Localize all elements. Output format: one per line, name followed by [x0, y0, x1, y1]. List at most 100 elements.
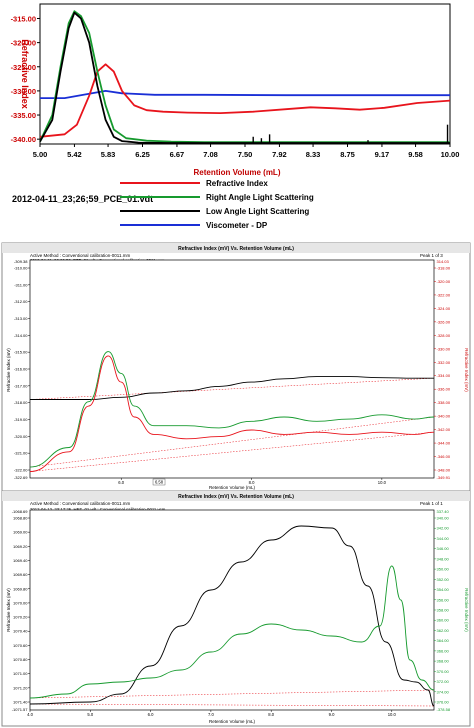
y-tick-label-left: 1070.00: [13, 600, 28, 605]
x-tick-label: 4.0: [27, 712, 33, 717]
panel-header-2: [2, 243, 470, 253]
baseline-hef: [29, 703, 435, 707]
x-tick-label: 8.33: [306, 150, 321, 159]
y-tick-label: -340.00: [11, 135, 36, 144]
x-marker-label: 6.58: [155, 480, 164, 485]
y-tick-label-left: 1069.20: [13, 544, 28, 549]
x-tick-label: 6.0: [118, 480, 124, 485]
y-tick-label-left: 1069.60: [13, 572, 28, 577]
x-axis-label-3: Retention Volume (mL): [209, 719, 256, 724]
y-tick-label-left: 1070.20: [13, 615, 28, 620]
plot-frame-3: [29, 509, 435, 711]
series-line-refractive-index: [39, 63, 451, 138]
x-tick-label: 5.42: [67, 150, 82, 159]
y-tick-label-left: 1069.80: [13, 586, 28, 591]
y-tick-label-left: -311.00: [14, 282, 28, 287]
y-tick-label-right: -340.00: [437, 414, 451, 419]
y-tick-label-right: -336.00: [437, 387, 451, 392]
series-line-dpe: [29, 351, 435, 468]
x-axis-label-1: Retention Volume (mL): [194, 168, 281, 177]
y-tick-label-right: -320.00: [437, 279, 451, 284]
y-tick-label-left: -314.00: [14, 333, 28, 338]
x-marker-box: [152, 478, 166, 486]
baseline-hcf: [29, 689, 435, 699]
y-axis-bottom-right: -378.58: [437, 707, 451, 712]
y-tick-label: -335.00: [11, 111, 36, 120]
series-line-viscometer-dp: [40, 90, 450, 99]
y-tick-label: -325.00: [11, 63, 36, 72]
y-tick-label-right: 372.00: [437, 679, 450, 684]
page-indicator-2: Peak 1 of 3: [420, 253, 443, 258]
x-tick-label: 7.50: [238, 150, 253, 159]
x-tick-label: 7.08: [203, 150, 218, 159]
y-tick-label-left: 1068.80: [13, 516, 28, 521]
y-tick-label-right: 368.00: [437, 659, 450, 664]
y-tick-label-right: -344.00: [437, 441, 451, 446]
y-tick-label-left: 1071.40: [13, 700, 28, 705]
x-tick-label: 5.00: [33, 150, 48, 159]
y-axis-bottom-right: -349.91: [437, 475, 451, 480]
y-tick-label-left: -315.00: [14, 350, 28, 355]
y-axis-top-right: 314.03: [437, 259, 450, 264]
y-tick-label-right: 342.00: [437, 526, 450, 531]
legend-label: Viscometer - DP: [206, 221, 268, 230]
y-tick-label-right: 354.00: [437, 587, 450, 592]
baseline-ptf: [29, 377, 435, 400]
y-tick-label-left: 1071.00: [13, 671, 28, 676]
y-tick-label-left: -313.00: [14, 316, 28, 321]
y-axis-label-left-2: Refractive Index (mV): [6, 348, 11, 392]
y-tick-label-right: -330.00: [437, 346, 451, 351]
y-tick-label-left: 1069.00: [13, 530, 28, 535]
series-line-hcf: [29, 565, 435, 699]
x-tick-label: 6.0: [148, 712, 154, 717]
x-tick-label: 8.0: [268, 712, 274, 717]
y-tick-label-right: 352.00: [437, 577, 450, 582]
y-tick-label-right: -346.00: [437, 454, 451, 459]
chart-panel-2: Refractive Index (mV) Vs. Retention Volu…: [1, 242, 471, 492]
x-tick-label: 8.0: [249, 480, 255, 485]
y-tick-label-right: -318.00: [437, 266, 451, 271]
y-tick-label-right: 358.00: [437, 608, 450, 613]
y-tick-label-right: 370.00: [437, 669, 450, 674]
y-tick-label-right: -332.00: [437, 360, 451, 365]
chart-title-3: Refractive Index (mV) Vs. Retention Volu…: [178, 494, 294, 500]
y-tick-label-right: 362.00: [437, 628, 450, 633]
y-tick-label-left: -319.00: [14, 417, 28, 422]
y-axis-top-left: -1068.69: [12, 509, 29, 514]
y-axis-label-right-2: Refractive Index (mV): [464, 348, 469, 392]
y-tick-label-right: 346.00: [437, 546, 450, 551]
y-tick-label: -320.00: [11, 39, 36, 48]
y-tick-label-left: -316.00: [14, 367, 28, 372]
y-tick-label-right: 364.00: [437, 638, 450, 643]
y-tick-label-right: 350.00: [437, 567, 450, 572]
x-tick-label: 6.67: [170, 150, 185, 159]
x-tick-label: 6.25: [135, 150, 150, 159]
y-tick-label-right: -338.00: [437, 400, 451, 405]
file-entry: 2012-04-12_23;17;25_HEF_01.vdt : Convent…: [30, 507, 166, 512]
y-tick-label: -315.00: [11, 14, 36, 23]
y-tick-label-right: -324.00: [437, 306, 451, 311]
y-tick-label-left: 1069.40: [13, 558, 28, 563]
y-tick-label-right: -342.00: [437, 427, 451, 432]
y-tick-label-right: -328.00: [437, 333, 451, 338]
y-tick-label-left: -322.00: [14, 468, 28, 473]
y-axis-top-left: -309.38: [14, 259, 28, 264]
series-line-low-angle-light-scattering: [39, 11, 450, 144]
legend-label: Refractive Index: [206, 179, 268, 188]
y-tick-label-right: 340.00: [437, 516, 450, 521]
y-tick-label-left: 1070.60: [13, 643, 28, 648]
y-tick-label-right: 374.00: [437, 689, 450, 694]
y-tick-label-left: -312.00: [14, 299, 28, 304]
y-tick-label: -330.00: [11, 87, 36, 96]
series-line-hef: [29, 525, 435, 707]
x-tick-label: 7.0: [208, 712, 214, 717]
y-tick-label-right: -334.00: [437, 373, 451, 378]
y-tick-label-right: 360.00: [437, 618, 450, 623]
x-tick-label: 10.0: [388, 712, 397, 717]
y-tick-label-right: 366.00: [437, 648, 450, 653]
chart-panel-3: Refractive Index (mV) Vs. Retention Volu…: [1, 490, 471, 727]
y-tick-label-right: 348.00: [437, 556, 450, 561]
series-line-pce: [29, 355, 435, 472]
x-tick-label: 7.92: [272, 150, 287, 159]
